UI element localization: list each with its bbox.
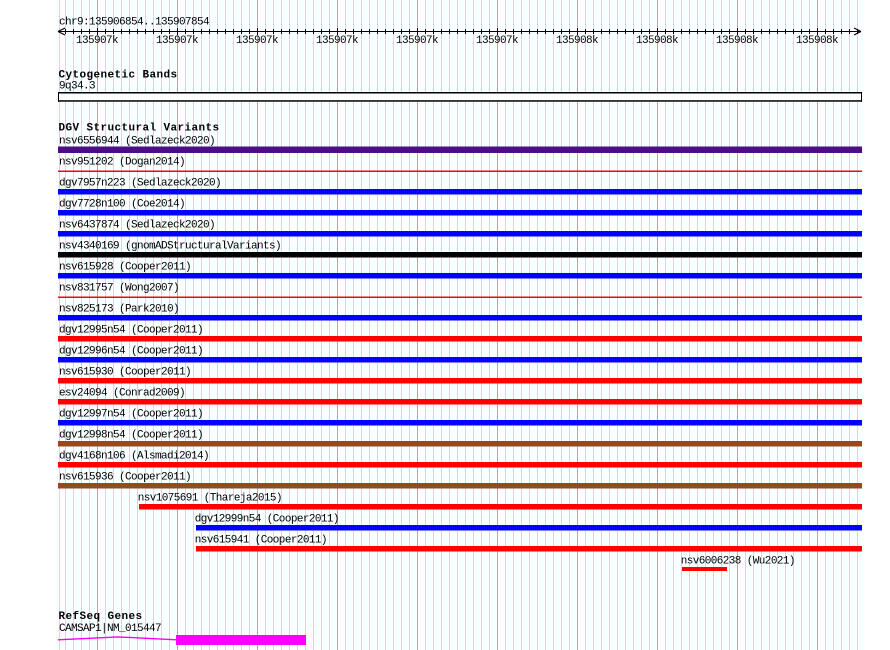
- svg-text:nsv615941 (Cooper2011): nsv615941 (Cooper2011): [195, 535, 327, 547]
- svg-text:Cytogenetic Bands: Cytogenetic Bands: [59, 70, 178, 82]
- svg-text:9q34.3: 9q34.3: [59, 81, 95, 93]
- svg-text:nsv4340169 (gnomADStructuralVa: nsv4340169 (gnomADStructuralVariants): [59, 241, 281, 253]
- svg-text:nsv615930 (Cooper2011): nsv615930 (Cooper2011): [59, 367, 191, 379]
- svg-text:135908k: 135908k: [556, 35, 599, 47]
- svg-text:CAMSAP1|NM_015447: CAMSAP1|NM_015447: [59, 623, 161, 635]
- svg-text:dgv12996n54 (Cooper2011): dgv12996n54 (Cooper2011): [59, 346, 203, 358]
- svg-text:RefSeq Genes: RefSeq Genes: [59, 611, 143, 623]
- svg-text:dgv4168n106 (Alsmadi2014): dgv4168n106 (Alsmadi2014): [59, 451, 209, 463]
- svg-text:nsv951202 (Dogan2014): nsv951202 (Dogan2014): [59, 157, 185, 169]
- svg-text:nsv1075691 (Thareja2015): nsv1075691 (Thareja2015): [138, 493, 282, 505]
- svg-text:dgv12995n54 (Cooper2011): dgv12995n54 (Cooper2011): [59, 325, 203, 337]
- svg-text:chr9:135906854..135907854: chr9:135906854..135907854: [59, 17, 210, 29]
- svg-text:135907k: 135907k: [396, 35, 439, 47]
- svg-text:nsv615936 (Cooper2011): nsv615936 (Cooper2011): [59, 472, 191, 484]
- svg-text:nsv615928 (Cooper2011): nsv615928 (Cooper2011): [59, 262, 191, 274]
- svg-text:DGV Structural Variants: DGV Structural Variants: [59, 123, 220, 135]
- svg-text:nsv825173 (Park2010): nsv825173 (Park2010): [59, 304, 179, 316]
- svg-text:nsv831757 (Wong2007): nsv831757 (Wong2007): [59, 283, 179, 295]
- svg-text:dgv7728n100 (Coe2014): dgv7728n100 (Coe2014): [59, 199, 185, 211]
- svg-text:dgv12999n54 (Cooper2011): dgv12999n54 (Cooper2011): [195, 514, 339, 526]
- svg-text:135908k: 135908k: [716, 35, 759, 47]
- svg-text:135908k: 135908k: [796, 35, 839, 47]
- svg-text:nsv6006238 (Wu2021): nsv6006238 (Wu2021): [681, 556, 795, 568]
- svg-text:135907k: 135907k: [316, 35, 359, 47]
- svg-text:dgv12997n54 (Cooper2011): dgv12997n54 (Cooper2011): [59, 409, 203, 421]
- svg-text:135907k: 135907k: [76, 35, 119, 47]
- svg-text:135907k: 135907k: [156, 35, 199, 47]
- svg-text:dgv12998n54 (Cooper2011): dgv12998n54 (Cooper2011): [59, 430, 203, 442]
- svg-text:135907k: 135907k: [476, 35, 519, 47]
- svg-text:esv24094 (Conrad2009): esv24094 (Conrad2009): [59, 388, 185, 400]
- svg-text:135907k: 135907k: [236, 35, 279, 47]
- svg-text:nsv6556944 (Sedlazeck2020): nsv6556944 (Sedlazeck2020): [59, 136, 215, 148]
- svg-text:135908k: 135908k: [636, 35, 679, 47]
- svg-text:nsv6437874 (Sedlazeck2020): nsv6437874 (Sedlazeck2020): [59, 220, 215, 232]
- svg-text:dgv7957n223 (Sedlazeck2020): dgv7957n223 (Sedlazeck2020): [59, 178, 221, 190]
